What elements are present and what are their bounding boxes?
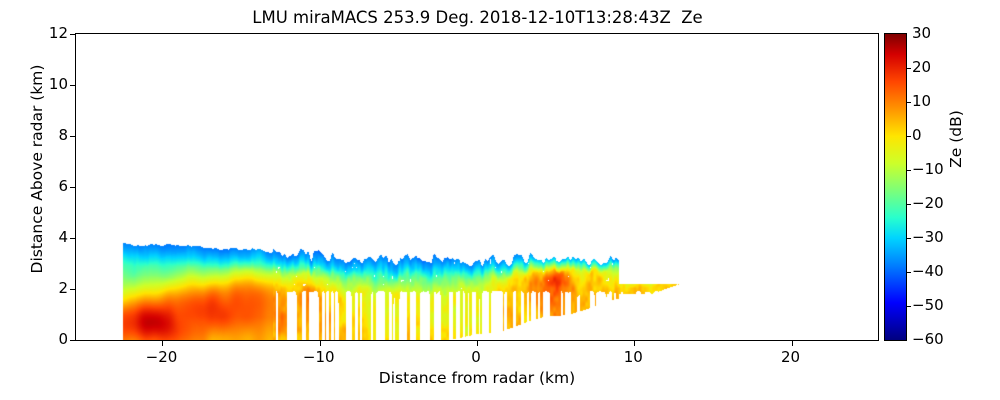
x-tick-label: −20 — [145, 348, 178, 366]
page-title: LMU miraMACS 253.9 Deg. 2018-12-10T13:28… — [252, 8, 703, 27]
colorbar-tick-label: −30 — [912, 228, 944, 246]
colorbar-tick-label: −60 — [912, 330, 944, 348]
x-tick-label: 0 — [471, 348, 481, 366]
x-tick — [634, 340, 636, 346]
colorbar-tick — [906, 204, 911, 205]
colorbar-tick — [906, 238, 911, 239]
colorbar-tick-label: 30 — [912, 24, 932, 42]
colorbar-tick-label: −10 — [912, 160, 944, 178]
colorbar-tick — [906, 170, 911, 171]
y-tick — [70, 289, 76, 290]
x-tick — [791, 340, 793, 346]
colorbar-tick — [906, 136, 911, 137]
x-tick-labels: −20 −10 0 10 20 — [75, 348, 879, 368]
colorbar-tick-label: 0 — [912, 126, 922, 144]
y-tick-labels: 0 2 4 6 8 10 12 — [0, 24, 68, 348]
y-tick — [70, 238, 76, 239]
x-tick-label: 10 — [623, 348, 643, 366]
colorbar-tick — [906, 272, 911, 273]
y-tick — [70, 187, 76, 188]
y-tick-label: 12 — [48, 24, 68, 42]
y-tick — [70, 85, 76, 86]
colorbar-tick — [906, 306, 911, 307]
colorbar-tick-label: 10 — [912, 92, 932, 110]
y-tick-label: 4 — [58, 228, 68, 246]
colorbar-tick — [906, 68, 911, 69]
y-tick-label: 2 — [58, 279, 68, 297]
colorbar-tick-labels: −60 −50 −40 −30 −20 −10 0 10 20 30 — [0, 24, 1000, 348]
colorbar-gradient — [885, 34, 906, 340]
plot-axes — [70, 33, 879, 346]
colorbar-label: Ze (dB) — [947, 110, 965, 168]
x-tick — [477, 340, 478, 346]
colorbar-tick-label: −20 — [912, 194, 944, 212]
y-tick — [70, 34, 76, 35]
x-tick-label: 20 — [780, 348, 801, 366]
y-tick-label: 0 — [58, 330, 68, 348]
colorbar-tick — [906, 102, 911, 103]
y-tick — [70, 136, 76, 137]
colorbar — [884, 33, 911, 341]
y-tick-label: 8 — [58, 126, 68, 144]
reflectivity-field — [76, 34, 878, 340]
y-tick-label: 6 — [58, 177, 68, 195]
colorbar-tick-label: 20 — [912, 58, 932, 76]
x-tick-label: −10 — [302, 348, 335, 366]
x-tick — [319, 340, 321, 346]
y-tick-label: 10 — [48, 75, 68, 93]
y-tick — [70, 340, 76, 341]
colorbar-tick-label: −50 — [912, 296, 944, 314]
x-tick — [162, 340, 164, 346]
x-axis-label: Distance from radar (km) — [378, 369, 576, 387]
colorbar-tick-label: −40 — [912, 262, 944, 280]
